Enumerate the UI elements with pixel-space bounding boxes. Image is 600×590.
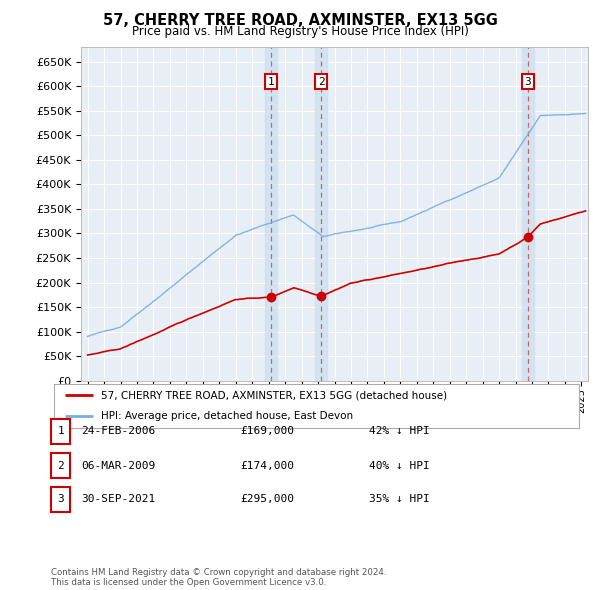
Text: 06-MAR-2009: 06-MAR-2009 <box>81 461 155 470</box>
Text: 3: 3 <box>57 494 64 504</box>
Text: 1: 1 <box>57 427 64 436</box>
Text: 35% ↓ HPI: 35% ↓ HPI <box>369 494 430 504</box>
Text: £174,000: £174,000 <box>240 461 294 470</box>
Text: HPI: Average price, detached house, East Devon: HPI: Average price, detached house, East… <box>101 411 353 421</box>
Text: Price paid vs. HM Land Registry's House Price Index (HPI): Price paid vs. HM Land Registry's House … <box>131 25 469 38</box>
Text: 42% ↓ HPI: 42% ↓ HPI <box>369 427 430 436</box>
Text: 57, CHERRY TREE ROAD, AXMINSTER, EX13 5GG (detached house): 57, CHERRY TREE ROAD, AXMINSTER, EX13 5G… <box>101 391 448 401</box>
Text: 2: 2 <box>57 461 64 470</box>
Text: 57, CHERRY TREE ROAD, AXMINSTER, EX13 5GG: 57, CHERRY TREE ROAD, AXMINSTER, EX13 5G… <box>103 13 497 28</box>
Text: 30-SEP-2021: 30-SEP-2021 <box>81 494 155 504</box>
Bar <box>316 47 327 381</box>
Text: £169,000: £169,000 <box>240 427 294 436</box>
Text: 24-FEB-2006: 24-FEB-2006 <box>81 427 155 436</box>
Text: 3: 3 <box>524 77 531 87</box>
Bar <box>265 47 277 381</box>
Text: Contains HM Land Registry data © Crown copyright and database right 2024.
This d: Contains HM Land Registry data © Crown c… <box>51 568 386 587</box>
Text: 2: 2 <box>318 77 325 87</box>
Text: 40% ↓ HPI: 40% ↓ HPI <box>369 461 430 470</box>
Text: 1: 1 <box>268 77 275 87</box>
Bar <box>522 47 533 381</box>
Text: £295,000: £295,000 <box>240 494 294 504</box>
